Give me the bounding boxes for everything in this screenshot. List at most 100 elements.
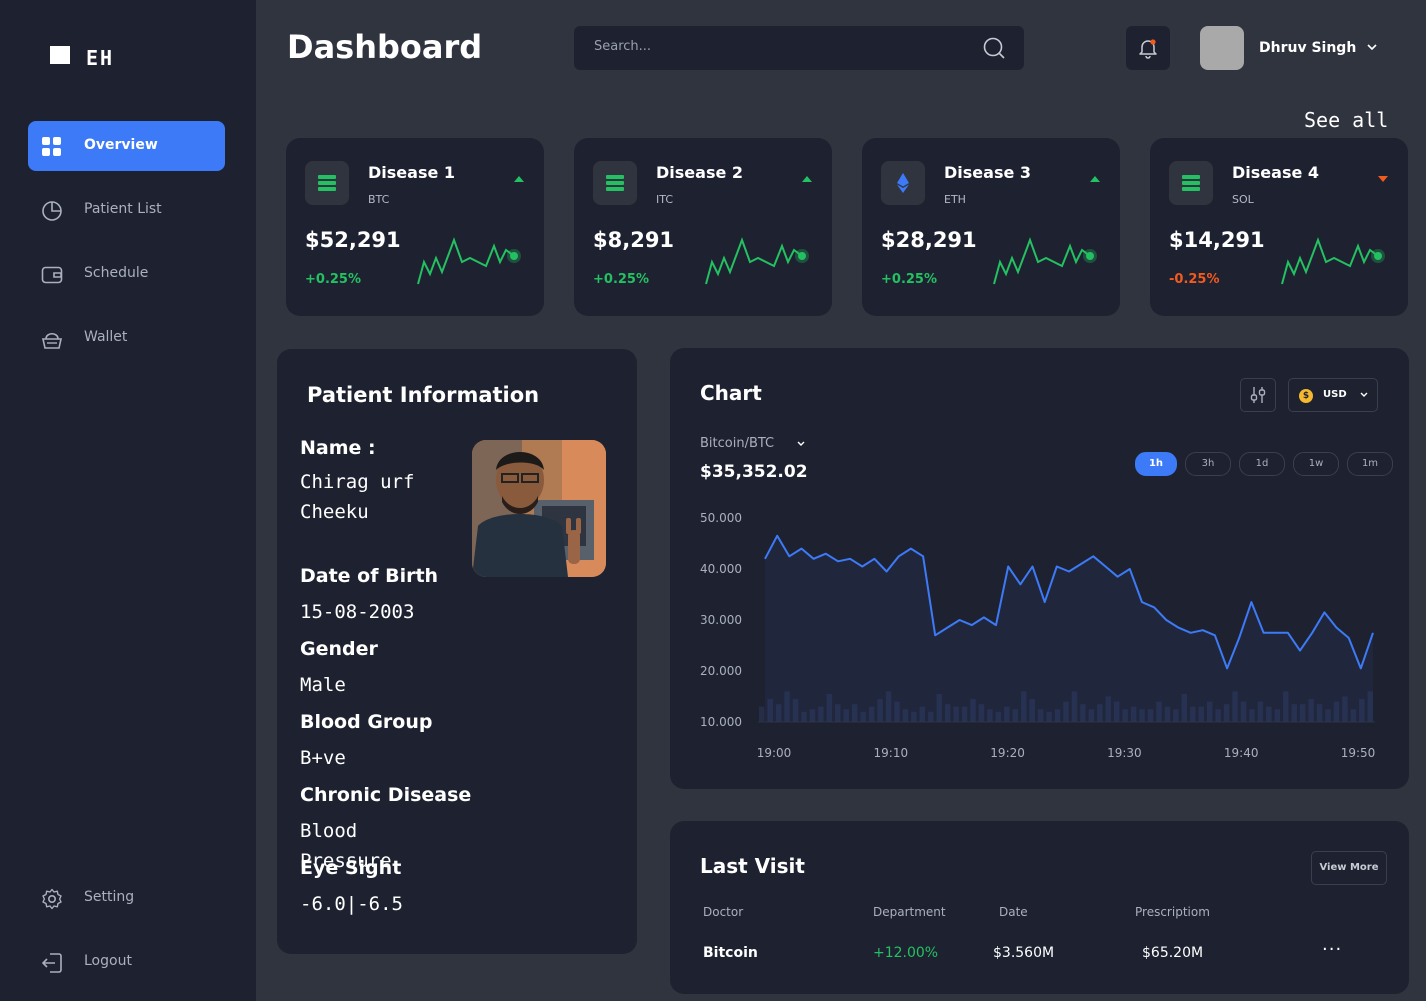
chronic-disease-value-line2: Pressure [300, 850, 392, 872]
current-price: $35,352.02 [700, 462, 808, 482]
x-tick-label: 19:00 [757, 746, 792, 760]
sidebar-item-label: Overview [84, 137, 158, 153]
y-tick-label: 40.000 [700, 562, 742, 576]
chevron-down-icon[interactable] [1366, 42, 1378, 52]
volume-bar [1012, 709, 1019, 722]
disease-card[interactable]: Disease 4 SOL $14,291 -0.25% [1150, 138, 1408, 316]
column-header-department: Department [873, 905, 946, 919]
price-chart[interactable]: 50.000 40.000 30.000 20.000 10.000 19:00 19:10… [670, 348, 1409, 789]
view-more-button[interactable]: View More [1311, 851, 1387, 885]
sidebar-item-wallet[interactable]: Wallet [28, 313, 225, 363]
column-header-date: Date [999, 905, 1028, 919]
x-tick-label: 19:10 [874, 746, 909, 760]
volume-bar [1173, 709, 1179, 722]
sparkline [705, 237, 809, 285]
chevron-down-icon[interactable] [796, 440, 806, 448]
disease-card[interactable]: Disease 1 BTC $52,291 +0.25% [286, 138, 544, 316]
volume-bar [1037, 709, 1044, 722]
sidebar-item-label: Wallet [84, 329, 128, 345]
card-code: SOL [1232, 193, 1254, 206]
currency-select[interactable]: $ USD [1288, 378, 1378, 412]
volume-bar [1046, 711, 1052, 722]
gender-label: Gender [300, 638, 378, 660]
chronic-disease-value-line1: Blood [300, 820, 358, 842]
user-name[interactable]: Dhruv Singh [1259, 40, 1357, 56]
chart-settings-button[interactable] [1240, 378, 1276, 412]
dollar-coin-icon: $ [1299, 389, 1313, 403]
pie-chart-icon [42, 201, 62, 221]
notification-button[interactable] [1126, 26, 1170, 70]
volume-bar [1122, 709, 1128, 722]
timeframe-1m[interactable]: 1m [1347, 452, 1393, 476]
y-tick-label: 10.000 [700, 715, 742, 729]
cell-department: +12.00% [873, 945, 939, 961]
volume-bar [1080, 704, 1086, 722]
dob-label: Date of Birth [300, 565, 439, 587]
sidebar-item-logout[interactable]: Logout [28, 937, 225, 987]
card-title: Disease 1 [368, 163, 456, 182]
last-visit-panel: Last Visit View More Doctor Department D… [670, 821, 1409, 994]
sidebar-item-patient-list[interactable]: Patient List [28, 185, 225, 235]
name-label: Name : [300, 437, 376, 459]
sidebar-item-overview[interactable]: Overview [28, 121, 225, 171]
logo-mark [50, 46, 70, 64]
logout-icon [41, 953, 62, 973]
currency-label: USD [1323, 389, 1347, 400]
timeframe-1w[interactable]: 1w [1293, 452, 1339, 476]
card-code: ITC [656, 193, 673, 206]
sidebar-item-label: Patient List [84, 201, 162, 217]
volume-bar [1249, 709, 1255, 722]
volume-bar [911, 711, 917, 722]
volume-bar [978, 704, 985, 722]
disease-card[interactable]: Disease 2 ITC $8,291 +0.25% [574, 138, 832, 316]
sidebar-item-schedule[interactable]: Schedule [28, 249, 225, 299]
cell-date: $3.560M [993, 945, 1055, 961]
timeframe-1h[interactable]: 1h [1135, 452, 1177, 476]
volume-bar [1198, 706, 1204, 722]
panel-title: Chart [700, 381, 762, 405]
timeframe-3h[interactable]: 3h [1185, 452, 1231, 476]
name-value-line1: Chirag urf [300, 471, 415, 493]
trend-up-icon [802, 176, 812, 182]
sidebar-item-label: Schedule [84, 265, 149, 281]
card-value: $8,291 [593, 228, 675, 252]
timeframe-1d[interactable]: 1d [1239, 452, 1285, 476]
pair-select[interactable]: Bitcoin/BTC [700, 436, 775, 451]
volume-bar [987, 709, 993, 722]
volume-bar [1223, 704, 1230, 722]
avatar[interactable] [1200, 26, 1244, 70]
price-area [765, 535, 1373, 722]
volume-bar [1130, 706, 1137, 722]
stack-icon [318, 175, 336, 191]
search-input[interactable] [592, 38, 956, 55]
brand-logo[interactable]: EH [50, 40, 114, 70]
ethereum-icon [897, 173, 909, 193]
volume-bar [1325, 709, 1331, 722]
volume-bar [801, 711, 807, 722]
bell-icon [1139, 39, 1157, 59]
volume-bar [809, 709, 816, 722]
volume-bar [1291, 704, 1297, 722]
blood-group-label: Blood Group [300, 711, 433, 733]
search-icon[interactable] [982, 36, 1006, 60]
cell-doctor: Bitcoin [703, 945, 758, 961]
disease-card[interactable]: Disease 3 ETH $28,291 +0.25% [862, 138, 1120, 316]
volume-bar [1333, 701, 1340, 722]
see-all-link[interactable]: See all [1304, 108, 1389, 132]
dob-value: 15-08-2003 [300, 601, 415, 623]
volume-bar [1181, 693, 1188, 722]
column-header-prescription: Prescriptiom [1135, 905, 1210, 919]
volume-bar [961, 706, 968, 722]
basket-icon [42, 332, 62, 349]
y-tick-label: 30.000 [700, 613, 742, 627]
volume-bar [1063, 701, 1069, 722]
more-options-icon[interactable]: ··· [1322, 939, 1343, 960]
card-icon-box [593, 161, 637, 205]
volume-bar [1054, 709, 1061, 722]
sidebar-item-setting[interactable]: Setting [28, 873, 225, 923]
card-icon-box [1169, 161, 1213, 205]
trend-down-icon [1378, 176, 1388, 182]
volume-bar [1299, 704, 1306, 722]
volume-bar [1190, 706, 1196, 722]
card-icon-box [881, 161, 925, 205]
